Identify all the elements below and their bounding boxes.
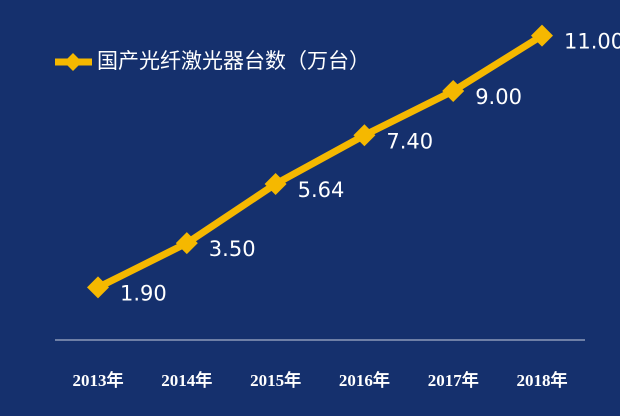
data-label: 7.40 — [386, 129, 433, 153]
point-marker — [87, 276, 109, 299]
x-tick-label: 2018年 — [517, 370, 568, 390]
data-label: 5.64 — [298, 178, 345, 202]
legend-marker — [64, 53, 82, 71]
data-label: 1.90 — [120, 281, 167, 305]
x-tick-label: 2016年 — [339, 370, 390, 390]
data-label: 9.00 — [475, 85, 522, 109]
data-label: 11.00 — [564, 30, 620, 54]
point-marker — [353, 124, 376, 147]
point-marker — [264, 172, 287, 195]
series-line — [96, 32, 544, 291]
x-tick-label: 2017年 — [428, 370, 479, 390]
x-tick-label: 2015年 — [250, 370, 301, 390]
legend-label: 国产光纤激光器台数（万台） — [97, 49, 370, 73]
point-marker — [531, 24, 553, 47]
point-marker — [442, 80, 465, 102]
x-tick-label: 2013年 — [73, 370, 124, 390]
data-label: 3.50 — [209, 237, 256, 261]
point-marker — [175, 232, 198, 255]
x-tick-label: 2014年 — [161, 370, 212, 390]
